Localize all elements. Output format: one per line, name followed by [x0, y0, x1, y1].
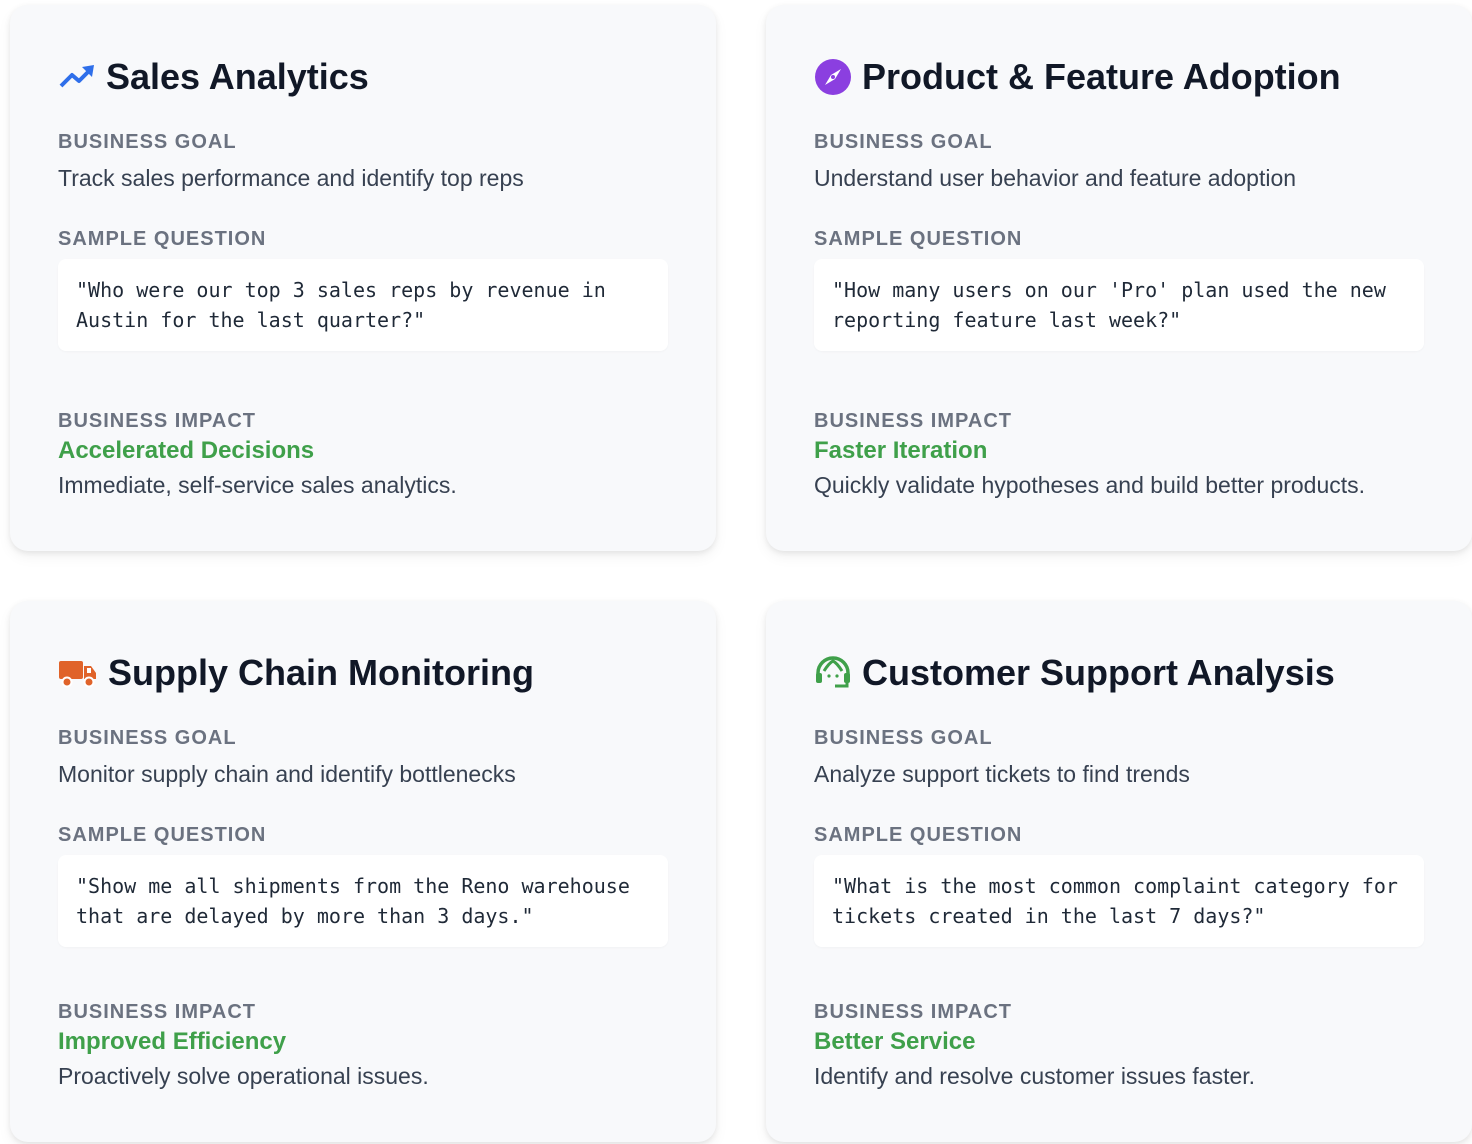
goal-label: BUSINESS GOAL — [58, 727, 237, 749]
impact-label: BUSINESS IMPACT — [814, 1001, 1012, 1023]
card-title: Product & Feature Adoption — [862, 56, 1341, 97]
goal-text: Track sales performance and identify top… — [58, 165, 524, 191]
card-customer-support: Customer Support Analysis BUSINESS GOAL … — [766, 601, 1472, 1142]
sample-question: "How many users on our 'Pro' plan used t… — [814, 259, 1424, 351]
impact-title: Accelerated Decisions — [58, 437, 315, 464]
sample-question: "Show me all shipments from the Reno war… — [58, 855, 668, 947]
goal-label: BUSINESS GOAL — [814, 131, 993, 153]
impact-desc: Quickly validate hypotheses and build be… — [814, 472, 1366, 498]
impact-desc: Immediate, self-service sales analytics. — [58, 472, 457, 498]
card-supply-chain: Supply Chain Monitoring BUSINESS GOAL Mo… — [10, 601, 716, 1142]
card-title: Sales Analytics — [106, 56, 369, 97]
card-sales-analytics: Sales Analytics BUSINESS GOAL Track sale… — [10, 5, 716, 551]
question-label: SAMPLE QUESTION — [58, 228, 267, 250]
card-product-adoption: Product & Feature Adoption BUSINESS GOAL… — [766, 5, 1472, 551]
impact-title: Improved Efficiency — [58, 1028, 287, 1055]
sample-question: "What is the most common complaint categ… — [814, 855, 1424, 947]
sample-question: "Who were our top 3 sales reps by revenu… — [58, 259, 668, 351]
goal-label: BUSINESS GOAL — [58, 131, 237, 153]
impact-desc: Identify and resolve customer issues fas… — [814, 1063, 1256, 1089]
impact-desc: Proactively solve operational issues. — [58, 1063, 429, 1089]
trending-up-icon — [59, 65, 94, 88]
impact-label: BUSINESS IMPACT — [58, 410, 256, 432]
goal-label: BUSINESS GOAL — [814, 727, 993, 749]
question-label: SAMPLE QUESTION — [814, 824, 1023, 846]
card-title: Customer Support Analysis — [862, 652, 1335, 693]
impact-label: BUSINESS IMPACT — [814, 410, 1012, 432]
impact-title: Better Service — [814, 1028, 976, 1055]
question-label: SAMPLE QUESTION — [58, 824, 267, 846]
impact-title: Faster Iteration — [814, 437, 988, 464]
truck-icon — [59, 661, 96, 688]
headset-icon — [816, 656, 850, 688]
card-title: Supply Chain Monitoring — [108, 652, 534, 693]
goal-text: Understand user behavior and feature ado… — [814, 165, 1297, 191]
goal-text: Analyze support tickets to find trends — [814, 761, 1190, 787]
goal-text: Monitor supply chain and identify bottle… — [58, 761, 516, 787]
impact-label: BUSINESS IMPACT — [58, 1001, 256, 1023]
compass-icon — [815, 59, 851, 95]
question-label: SAMPLE QUESTION — [814, 228, 1023, 250]
